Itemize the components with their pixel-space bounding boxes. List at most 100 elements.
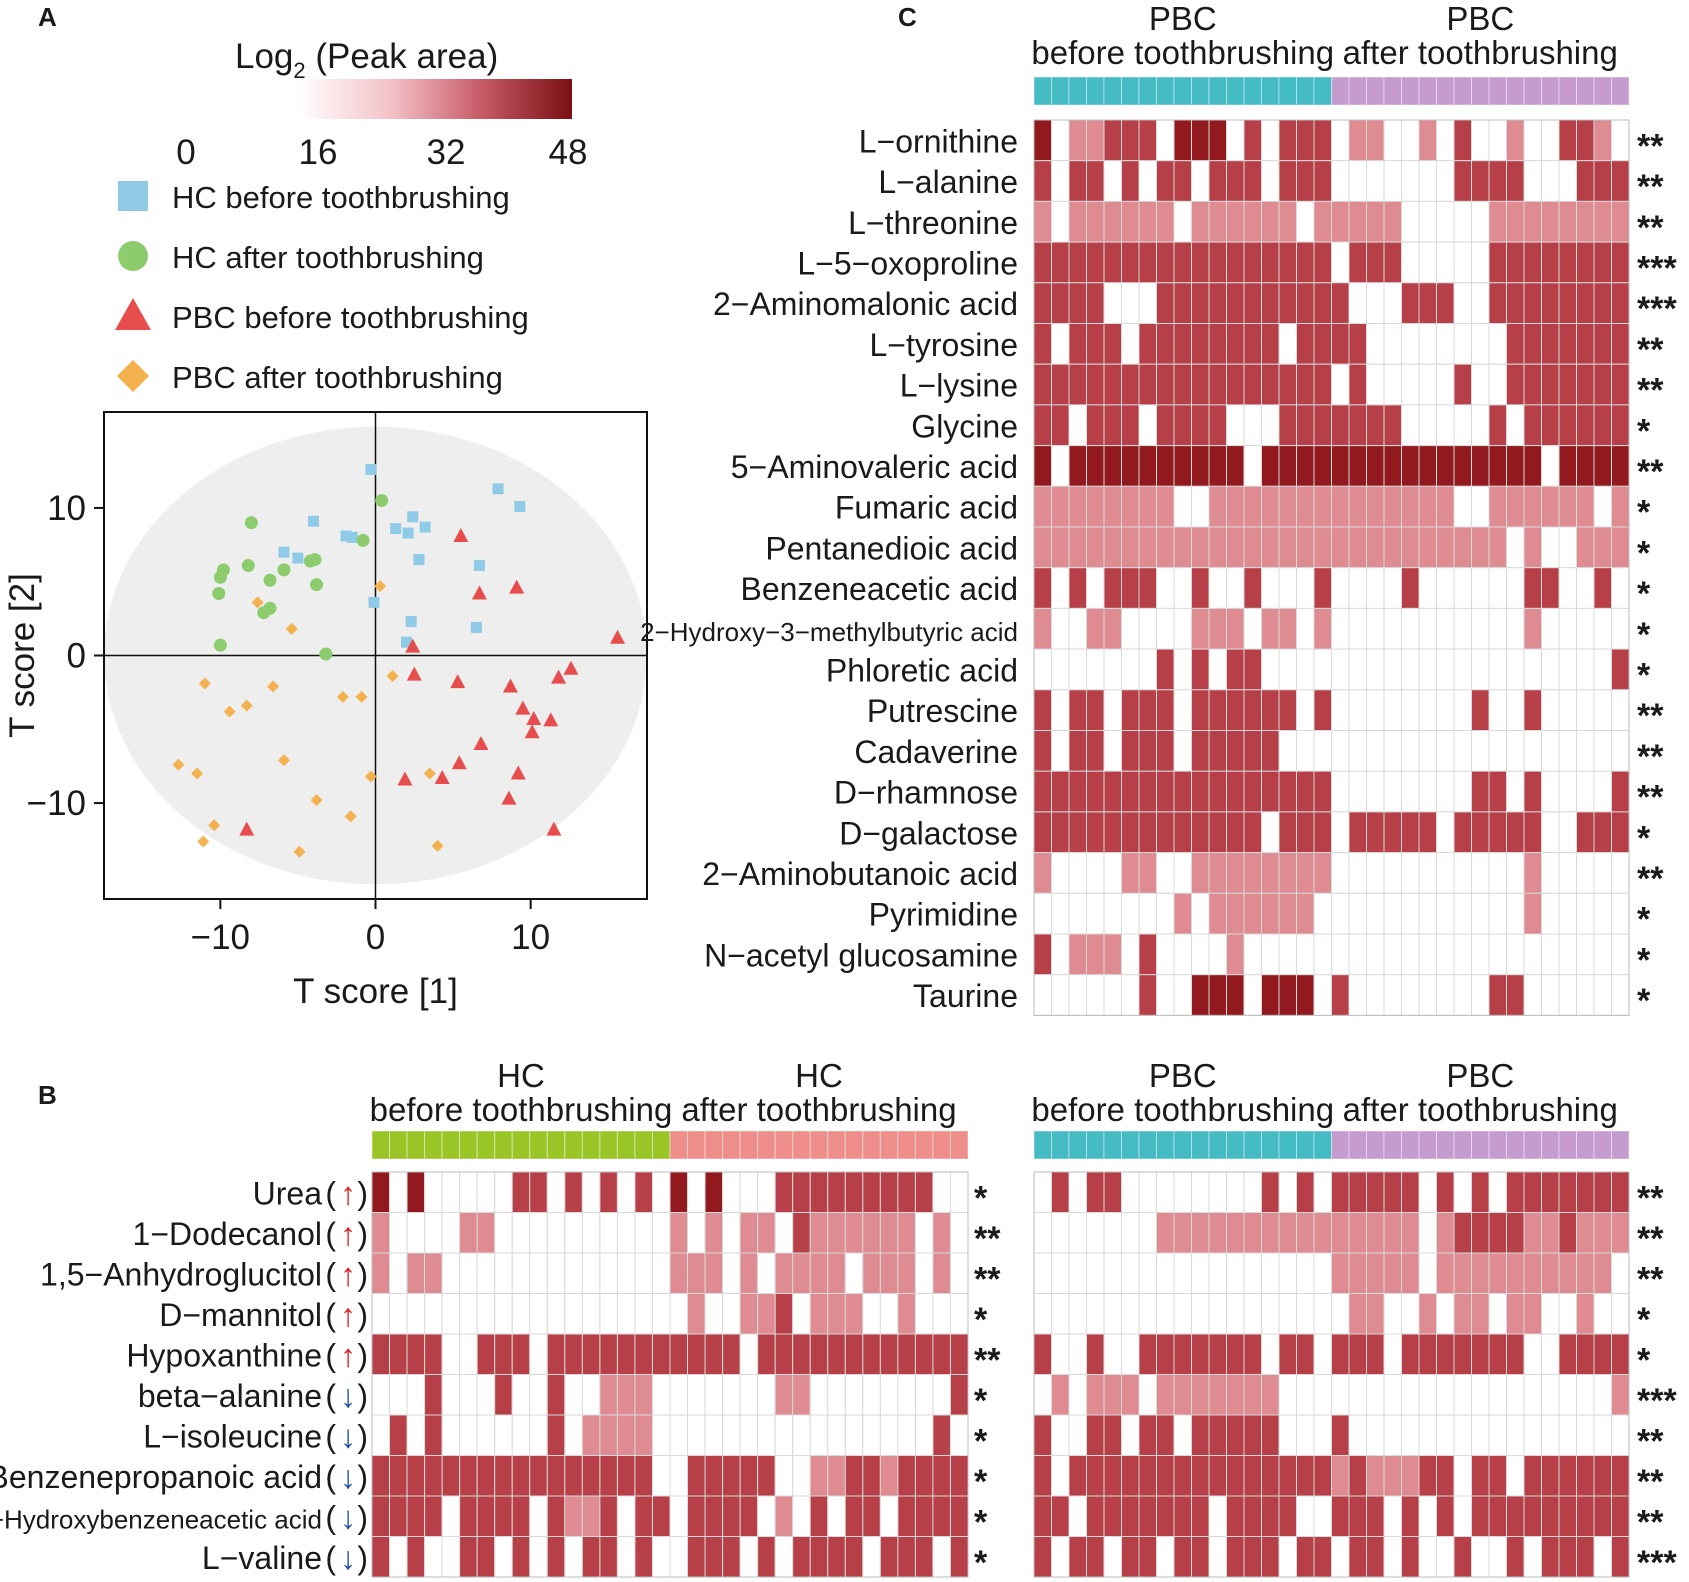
point-pbc-after: [172, 758, 185, 771]
heatmap-cell: [722, 1536, 741, 1578]
heatmap-cell: [1191, 485, 1210, 528]
heatmap-cell: [1086, 567, 1105, 609]
heatmap-cell: [1593, 1455, 1612, 1497]
heatmap-cell: [1366, 363, 1385, 406]
heatmap-cell: [1611, 689, 1630, 731]
heatmap-cell: [879, 1455, 899, 1497]
heatmap-cell: [1033, 160, 1052, 202]
heatmap-cell: [651, 1495, 671, 1537]
heatmap-cell: [1103, 1171, 1122, 1213]
heatmap-cell: [914, 1374, 934, 1416]
row-label: Urea: [253, 1175, 323, 1211]
heatmap-cell: [1033, 1212, 1052, 1254]
heatmap-cell: [1261, 445, 1280, 487]
heatmap-cell: [371, 1212, 391, 1254]
heatmap-cell: [879, 1333, 899, 1375]
heatmap-cell: [1541, 1495, 1560, 1537]
arrow-up-icon: ↑: [340, 1256, 356, 1292]
point-hc-after: [213, 638, 227, 652]
heatmap-cell: [1401, 1212, 1420, 1254]
heatmap-cell: [1331, 852, 1350, 894]
heatmap-cell: [1296, 648, 1315, 691]
heatmap-cell: [1191, 282, 1210, 324]
heatmap-cell: [1436, 852, 1455, 894]
group-bar-cell: [1173, 1130, 1192, 1160]
heatmap-cell: [687, 1495, 706, 1537]
heatmap-cell: [1278, 607, 1297, 650]
heatmap-cell: [809, 1374, 829, 1416]
point-pbc-before: [239, 821, 255, 836]
heatmap-cell: [616, 1171, 636, 1213]
heatmap-cell: [1103, 404, 1122, 447]
heatmap-cell: [932, 1374, 951, 1416]
heatmap-cell: [1278, 323, 1297, 365]
heatmap-cell: [406, 1293, 426, 1335]
heatmap-cell: [1313, 1252, 1332, 1294]
heatmap-cell: [1226, 607, 1245, 650]
heatmap-cell: [1348, 363, 1367, 406]
heatmap-cell: [827, 1374, 846, 1416]
point-pbc-after: [191, 767, 204, 780]
heatmap-cell: [581, 1212, 601, 1254]
point-pbc-after: [374, 580, 387, 593]
heatmap-cell: [459, 1536, 478, 1578]
group-bar-cell: [1033, 1130, 1052, 1160]
heatmap-cell: [1033, 852, 1052, 894]
heatmap-cell: [1033, 323, 1052, 365]
heatmap-cell: [1086, 445, 1105, 487]
heatmap-cell: [634, 1374, 653, 1416]
heatmap-cell: [1383, 1252, 1402, 1294]
heatmap-cell: [1243, 811, 1262, 854]
heatmap-cell: [757, 1171, 776, 1213]
heatmap-cell: [792, 1536, 811, 1578]
heatmap-cell: [1331, 689, 1350, 731]
point-pbc-after: [344, 810, 357, 823]
heatmap-cell: [1278, 648, 1297, 691]
group-bar-cell: [1033, 76, 1052, 106]
heatmap-cell: [1488, 648, 1507, 691]
group-bar-cell: [1121, 76, 1140, 106]
heatmap-cell: [1278, 770, 1297, 813]
heatmap-cell: [1243, 852, 1262, 894]
significance-marker: **: [1637, 860, 1664, 898]
row-label: 4−Hydroxybenzeneacetic acid: [0, 1504, 322, 1534]
heatmap-cell: [441, 1455, 461, 1497]
heatmap-cell: [1506, 730, 1525, 772]
group-bar-cell: [1576, 76, 1595, 106]
heatmap-cell: [1243, 689, 1262, 731]
heatmap-cell: [1331, 933, 1350, 976]
point-pbc-after: [277, 754, 290, 767]
heatmap-cell: [1348, 282, 1367, 324]
heatmap-cell: [1243, 892, 1262, 935]
heatmap-cell: [1593, 160, 1612, 202]
heatmap-cell: [1173, 485, 1192, 528]
heatmap-cell: [1436, 526, 1455, 569]
heatmap-cell: [476, 1333, 496, 1375]
heatmap-cell: [1156, 1252, 1175, 1294]
heatmap-cell: [1226, 567, 1245, 609]
heatmap-cell: [1523, 1536, 1542, 1578]
heatmap-cell: [1558, 404, 1577, 447]
heatmap-cell: [1278, 1455, 1297, 1497]
heatmap-cell: [494, 1171, 513, 1213]
group-bar-cell: [371, 1130, 391, 1160]
heatmap-cell: [1103, 119, 1122, 162]
heatmap-cell: [1051, 1333, 1070, 1375]
heatmap-cell: [1051, 282, 1070, 324]
heatmap-cell: [1558, 1536, 1577, 1578]
heatmap-cell: [1506, 607, 1525, 650]
heatmap-cell: [1121, 363, 1140, 406]
heatmap-cell: [1138, 445, 1157, 487]
group-bar-cell: [1366, 1130, 1385, 1160]
point-pbc-after: [364, 770, 377, 783]
row-label: 2−Hydroxy−3−methylbutyric acid: [640, 617, 1018, 647]
heatmap-cell: [1261, 852, 1280, 894]
heatmap-cell: [581, 1171, 601, 1213]
heatmap-cell: [1278, 1252, 1297, 1294]
heatmap-cell: [1208, 1536, 1227, 1578]
heatmap-cell: [494, 1414, 513, 1456]
heatmap-cell: [389, 1171, 408, 1213]
heatmap-cell: [1348, 526, 1367, 569]
heatmap-cell: [1558, 119, 1577, 162]
heatmap-cell: [1121, 892, 1140, 935]
